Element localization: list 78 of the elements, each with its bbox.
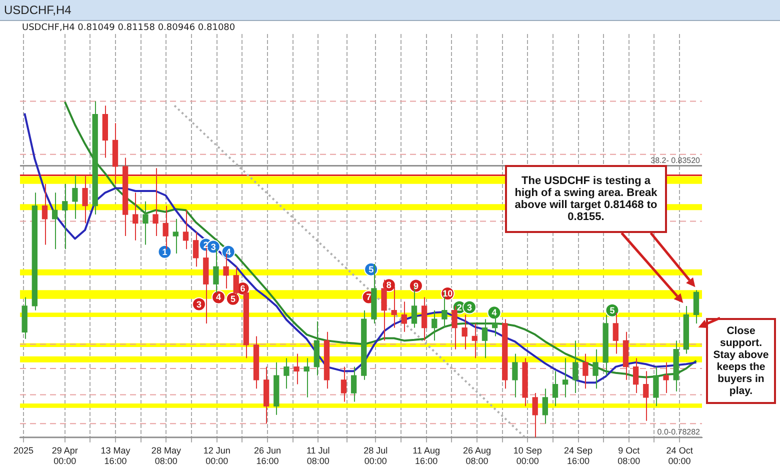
annotation: 4 [492,308,497,318]
text: Close support. Stay above keeps the buyers in play. [706,318,776,404]
x-tick-label: 26 Jun 16:00 [254,445,281,466]
x-tick-label: 12 Jun 00:00 [203,445,230,466]
candlestick [82,174,88,224]
candlestick [582,353,588,390]
candlestick [542,388,548,424]
candlestick [192,232,199,268]
candlestick [162,205,168,250]
x-tick-label: 28 Jul 00:00 [364,445,388,466]
candlestick [632,358,639,394]
candlestick [482,318,488,359]
candlestick [572,340,578,394]
annotation: The USDCHF is testing a high of a swing area. Break above will target 0.81468 to 0.8155. [505,165,667,233]
annotation: 2 [456,302,462,312]
candlestick [452,305,458,350]
annotation: 5 [368,264,374,274]
candlestick [304,358,310,398]
candlestick [663,362,669,394]
candlestick [294,353,300,385]
candlestick [223,253,229,289]
candlestick [72,174,78,220]
candlestick [421,296,428,342]
candlestick [381,279,387,342]
candlestick [182,210,189,250]
x-tick-label: 13 May 16:00 [100,445,131,466]
x-tick-label: 29 Apr 00:00 [52,445,78,466]
chart-subtitle: USDCHF,H4 0.81049 0.81158 0.80946 0.81080 [22,23,236,33]
annotation: 7 [366,292,372,302]
annotation: 4 [216,292,222,302]
candlestick [411,284,418,328]
annotation: 8 [386,280,392,290]
x-tick-label: 28 May 08:00 [151,445,182,466]
candlestick [612,312,618,354]
annotation: 38.2- 0.83520 [650,156,701,165]
candlestick [42,183,48,246]
candlestick [340,366,347,402]
candlestick [532,392,538,438]
candlestick [401,301,407,332]
annotation: 4 [226,246,231,257]
candlestick [653,366,659,407]
chart-title: USDCHF,H4 [0,0,780,21]
candlestick [284,358,290,390]
candlestick [172,218,179,254]
candlestick [693,290,700,324]
x-tick-label: 11 Jul 08:00 [306,445,330,466]
candlestick [350,366,357,402]
x-tick-label: 9 Oct 08:00 [618,445,640,466]
candlestick [152,168,158,237]
annotation: 3 [466,302,472,312]
annotation: 3 [196,299,202,310]
x-tick-label: 24 Sep 16:00 [564,445,593,466]
annotation: 5 [610,305,615,316]
candlestick [643,370,649,422]
x-tick-label: 24 Oct 00:00 [666,445,694,466]
candlestick [472,322,478,359]
candlestick [552,370,558,407]
candlestick [213,248,219,294]
candlestick [432,310,438,342]
annotation: 6 [240,283,246,294]
candlestick [592,348,598,390]
candlestick [512,353,518,398]
x-tick-label: 10 Sep 00:00 [513,445,542,466]
candlestick [132,192,138,241]
candlestick [52,192,58,250]
annotation: 3 [210,242,216,252]
x-tick-label: 2025 [13,445,34,456]
x-tick-label: 26 Aug 08:00 [462,445,491,466]
candlestick [391,286,397,328]
candlestick [562,358,568,398]
annotation: 1 [162,246,168,257]
annotation: 9 [413,280,418,291]
annotation: 0.0-0.78282 [657,428,701,437]
candlestick [142,200,148,246]
x-tick-label: 11 Aug 16:00 [412,445,440,466]
candlestick [62,183,68,250]
candlestick [462,314,468,350]
annotation: 5 [230,294,236,304]
